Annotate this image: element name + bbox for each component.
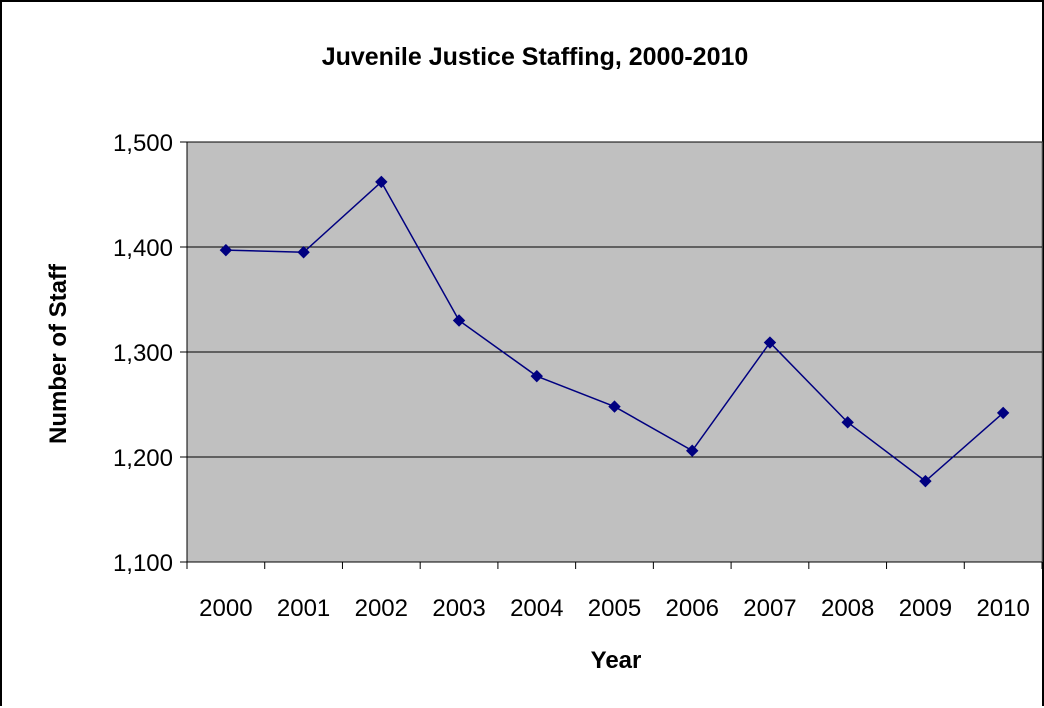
x-axis-title: Year [591,647,642,674]
data-point-marker [919,474,932,488]
y-tick-label: 1,300 [113,340,173,367]
data-point-marker [297,246,310,259]
x-tick-label: 2005 [588,595,641,622]
data-point-marker [996,406,1010,420]
x-tick-label: 2008 [821,595,874,622]
y-tick-label: 1,400 [113,235,173,262]
y-tick-label: 1,100 [113,550,173,577]
axes [180,141,1043,569]
y-tick-label: 1,200 [113,445,173,472]
x-tick-label: 2006 [666,595,719,622]
x-tick-labels: 2000 2001 2002 2003 2004 2005 2006 2007 2008 2009… [199,595,1030,622]
data-point-marker [452,314,466,327]
chart-title: Juvenile Justice Staffing, 2000-2010 [322,43,749,71]
x-tick-label: 2001 [277,595,330,622]
series-group [219,175,1010,488]
data-point-marker [841,416,854,429]
x-tick-label: 2009 [899,595,952,622]
x-tick-label: 2010 [976,595,1029,622]
data-point-marker [375,175,388,189]
data-point-marker [219,243,233,257]
x-tick-label: 2003 [432,595,485,622]
x-tick-label: 2007 [743,595,796,622]
x-tick-label: 2002 [355,595,408,622]
data-point-marker [763,336,777,349]
data-point-marker [686,444,699,457]
x-tick-label: 2000 [199,595,252,622]
x-tick-label: 2004 [510,595,563,622]
y-tick-label: 1,500 [113,130,173,157]
y-axis-title: Number of Staff [45,263,72,444]
data-point-marker [608,400,621,413]
gridlines [187,141,1042,458]
y-tick-labels: 1,100 1,200 1,300 1,400 1,500 [113,130,173,577]
data-point-marker [530,369,543,383]
